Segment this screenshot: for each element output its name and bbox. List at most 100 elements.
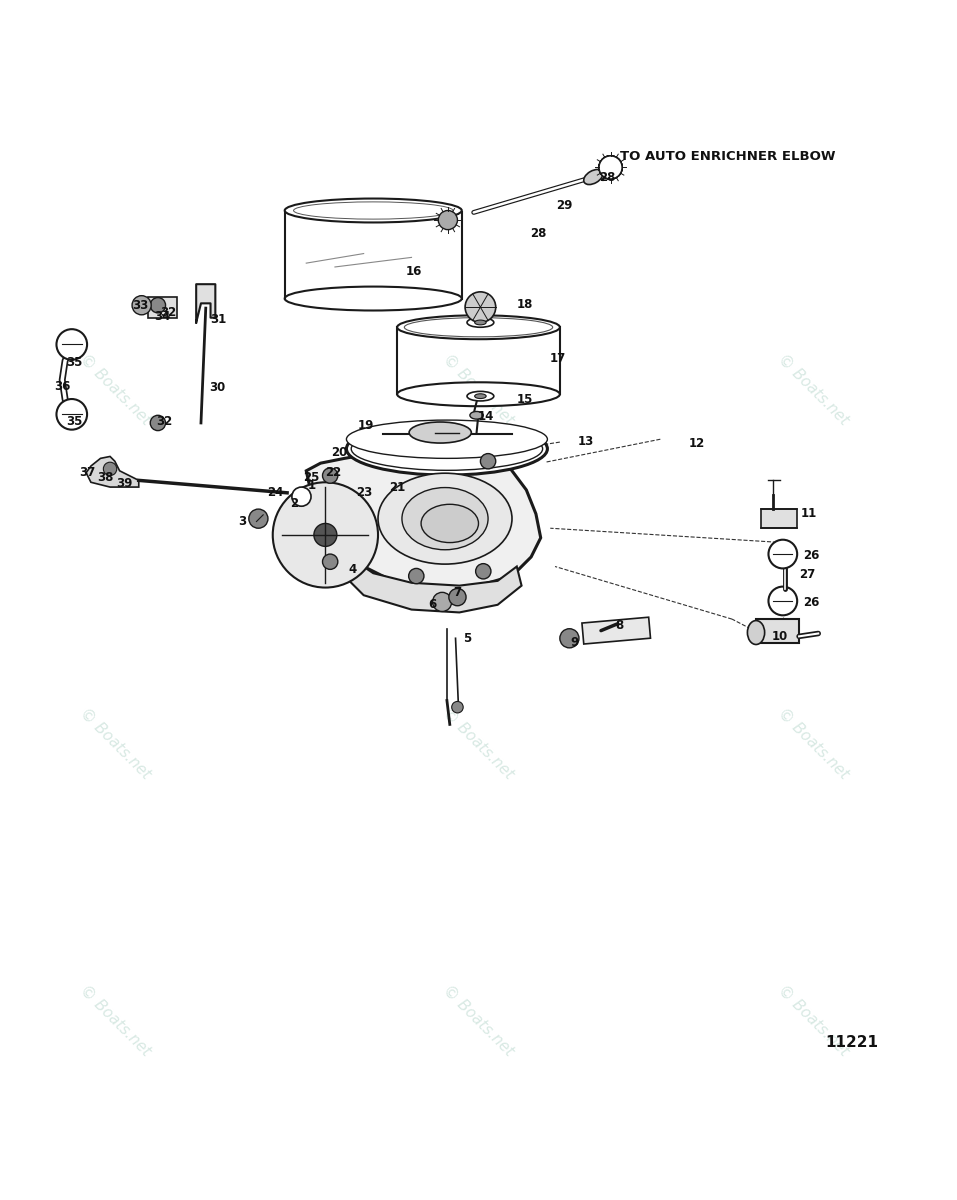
Text: 9: 9	[570, 636, 578, 649]
Ellipse shape	[397, 383, 560, 407]
Text: TO AUTO ENRICHNER ELBOW: TO AUTO ENRICHNER ELBOW	[620, 150, 835, 163]
Circle shape	[273, 482, 378, 588]
Circle shape	[150, 298, 166, 313]
Text: 5: 5	[463, 631, 471, 644]
Text: 4: 4	[348, 563, 356, 576]
Text: 11: 11	[801, 508, 816, 521]
Circle shape	[132, 295, 151, 314]
Ellipse shape	[294, 202, 453, 220]
Text: 24: 24	[267, 486, 284, 499]
Ellipse shape	[475, 320, 486, 325]
Circle shape	[599, 156, 622, 179]
Text: 26: 26	[803, 548, 820, 562]
Circle shape	[599, 156, 622, 179]
Text: 26: 26	[803, 596, 820, 610]
Circle shape	[249, 509, 268, 528]
Text: 11221: 11221	[825, 1034, 879, 1050]
Bar	[148, 296, 177, 318]
Text: 2: 2	[290, 497, 298, 510]
Circle shape	[599, 156, 622, 179]
Text: © Boats.net: © Boats.net	[77, 706, 153, 782]
Ellipse shape	[467, 318, 494, 328]
Text: © Boats.net: © Boats.net	[77, 352, 153, 427]
Text: 28: 28	[599, 170, 616, 184]
Circle shape	[560, 629, 579, 648]
Circle shape	[599, 156, 622, 179]
Text: 38: 38	[97, 472, 114, 484]
Circle shape	[56, 329, 87, 360]
Ellipse shape	[405, 318, 552, 337]
Ellipse shape	[346, 422, 547, 475]
Circle shape	[438, 210, 457, 229]
Circle shape	[452, 702, 463, 713]
Ellipse shape	[475, 394, 486, 398]
Text: 1: 1	[308, 479, 316, 492]
Text: 16: 16	[405, 265, 422, 278]
Ellipse shape	[285, 287, 462, 311]
Circle shape	[480, 454, 496, 469]
Ellipse shape	[470, 412, 483, 419]
Ellipse shape	[397, 316, 560, 340]
Text: 36: 36	[54, 380, 71, 394]
Circle shape	[449, 588, 466, 606]
Circle shape	[323, 468, 338, 484]
Text: 13: 13	[578, 434, 593, 448]
Text: 14: 14	[478, 409, 495, 422]
Circle shape	[433, 593, 452, 612]
Ellipse shape	[402, 487, 488, 550]
Bar	[582, 617, 651, 644]
Text: 21: 21	[389, 480, 405, 493]
Text: 34: 34	[154, 311, 171, 323]
Circle shape	[56, 400, 87, 430]
Ellipse shape	[285, 198, 462, 222]
Text: 10: 10	[772, 630, 788, 643]
Circle shape	[768, 540, 797, 569]
Text: 30: 30	[210, 382, 225, 394]
Text: 15: 15	[516, 392, 533, 406]
Ellipse shape	[467, 391, 494, 401]
PathPatch shape	[86, 456, 139, 487]
Text: 7: 7	[454, 586, 461, 599]
Circle shape	[599, 156, 622, 179]
Ellipse shape	[747, 620, 765, 644]
Circle shape	[599, 156, 622, 179]
Circle shape	[292, 487, 311, 506]
Circle shape	[768, 587, 797, 616]
Text: 18: 18	[516, 298, 533, 311]
Text: 39: 39	[116, 476, 133, 490]
Circle shape	[599, 156, 622, 179]
Circle shape	[465, 292, 496, 323]
Ellipse shape	[351, 427, 543, 470]
Text: 8: 8	[615, 619, 623, 632]
Circle shape	[103, 462, 117, 475]
Text: 23: 23	[357, 486, 372, 499]
Text: 22: 22	[325, 467, 341, 479]
PathPatch shape	[306, 439, 541, 590]
Text: 37: 37	[79, 467, 95, 479]
Text: 33: 33	[133, 299, 148, 312]
Circle shape	[599, 156, 622, 179]
Circle shape	[314, 523, 337, 546]
Ellipse shape	[346, 420, 547, 458]
Text: 19: 19	[357, 419, 374, 432]
Text: 20: 20	[332, 446, 347, 460]
Ellipse shape	[421, 504, 478, 542]
Circle shape	[150, 415, 166, 431]
Text: 27: 27	[799, 568, 814, 581]
Text: 32: 32	[157, 415, 172, 428]
Circle shape	[409, 569, 424, 583]
Circle shape	[323, 554, 338, 569]
Text: 12: 12	[689, 437, 704, 450]
Circle shape	[599, 156, 622, 179]
Text: 35: 35	[66, 356, 83, 370]
Text: 31: 31	[211, 313, 226, 326]
Polygon shape	[196, 284, 215, 323]
Text: © Boats.net: © Boats.net	[775, 352, 852, 427]
Text: 17: 17	[550, 353, 566, 365]
Text: © Boats.net: © Boats.net	[775, 706, 852, 782]
Circle shape	[599, 156, 622, 179]
Text: 35: 35	[66, 415, 83, 428]
Bar	[761, 509, 797, 528]
Circle shape	[599, 156, 622, 179]
Text: © Boats.net: © Boats.net	[440, 983, 517, 1060]
